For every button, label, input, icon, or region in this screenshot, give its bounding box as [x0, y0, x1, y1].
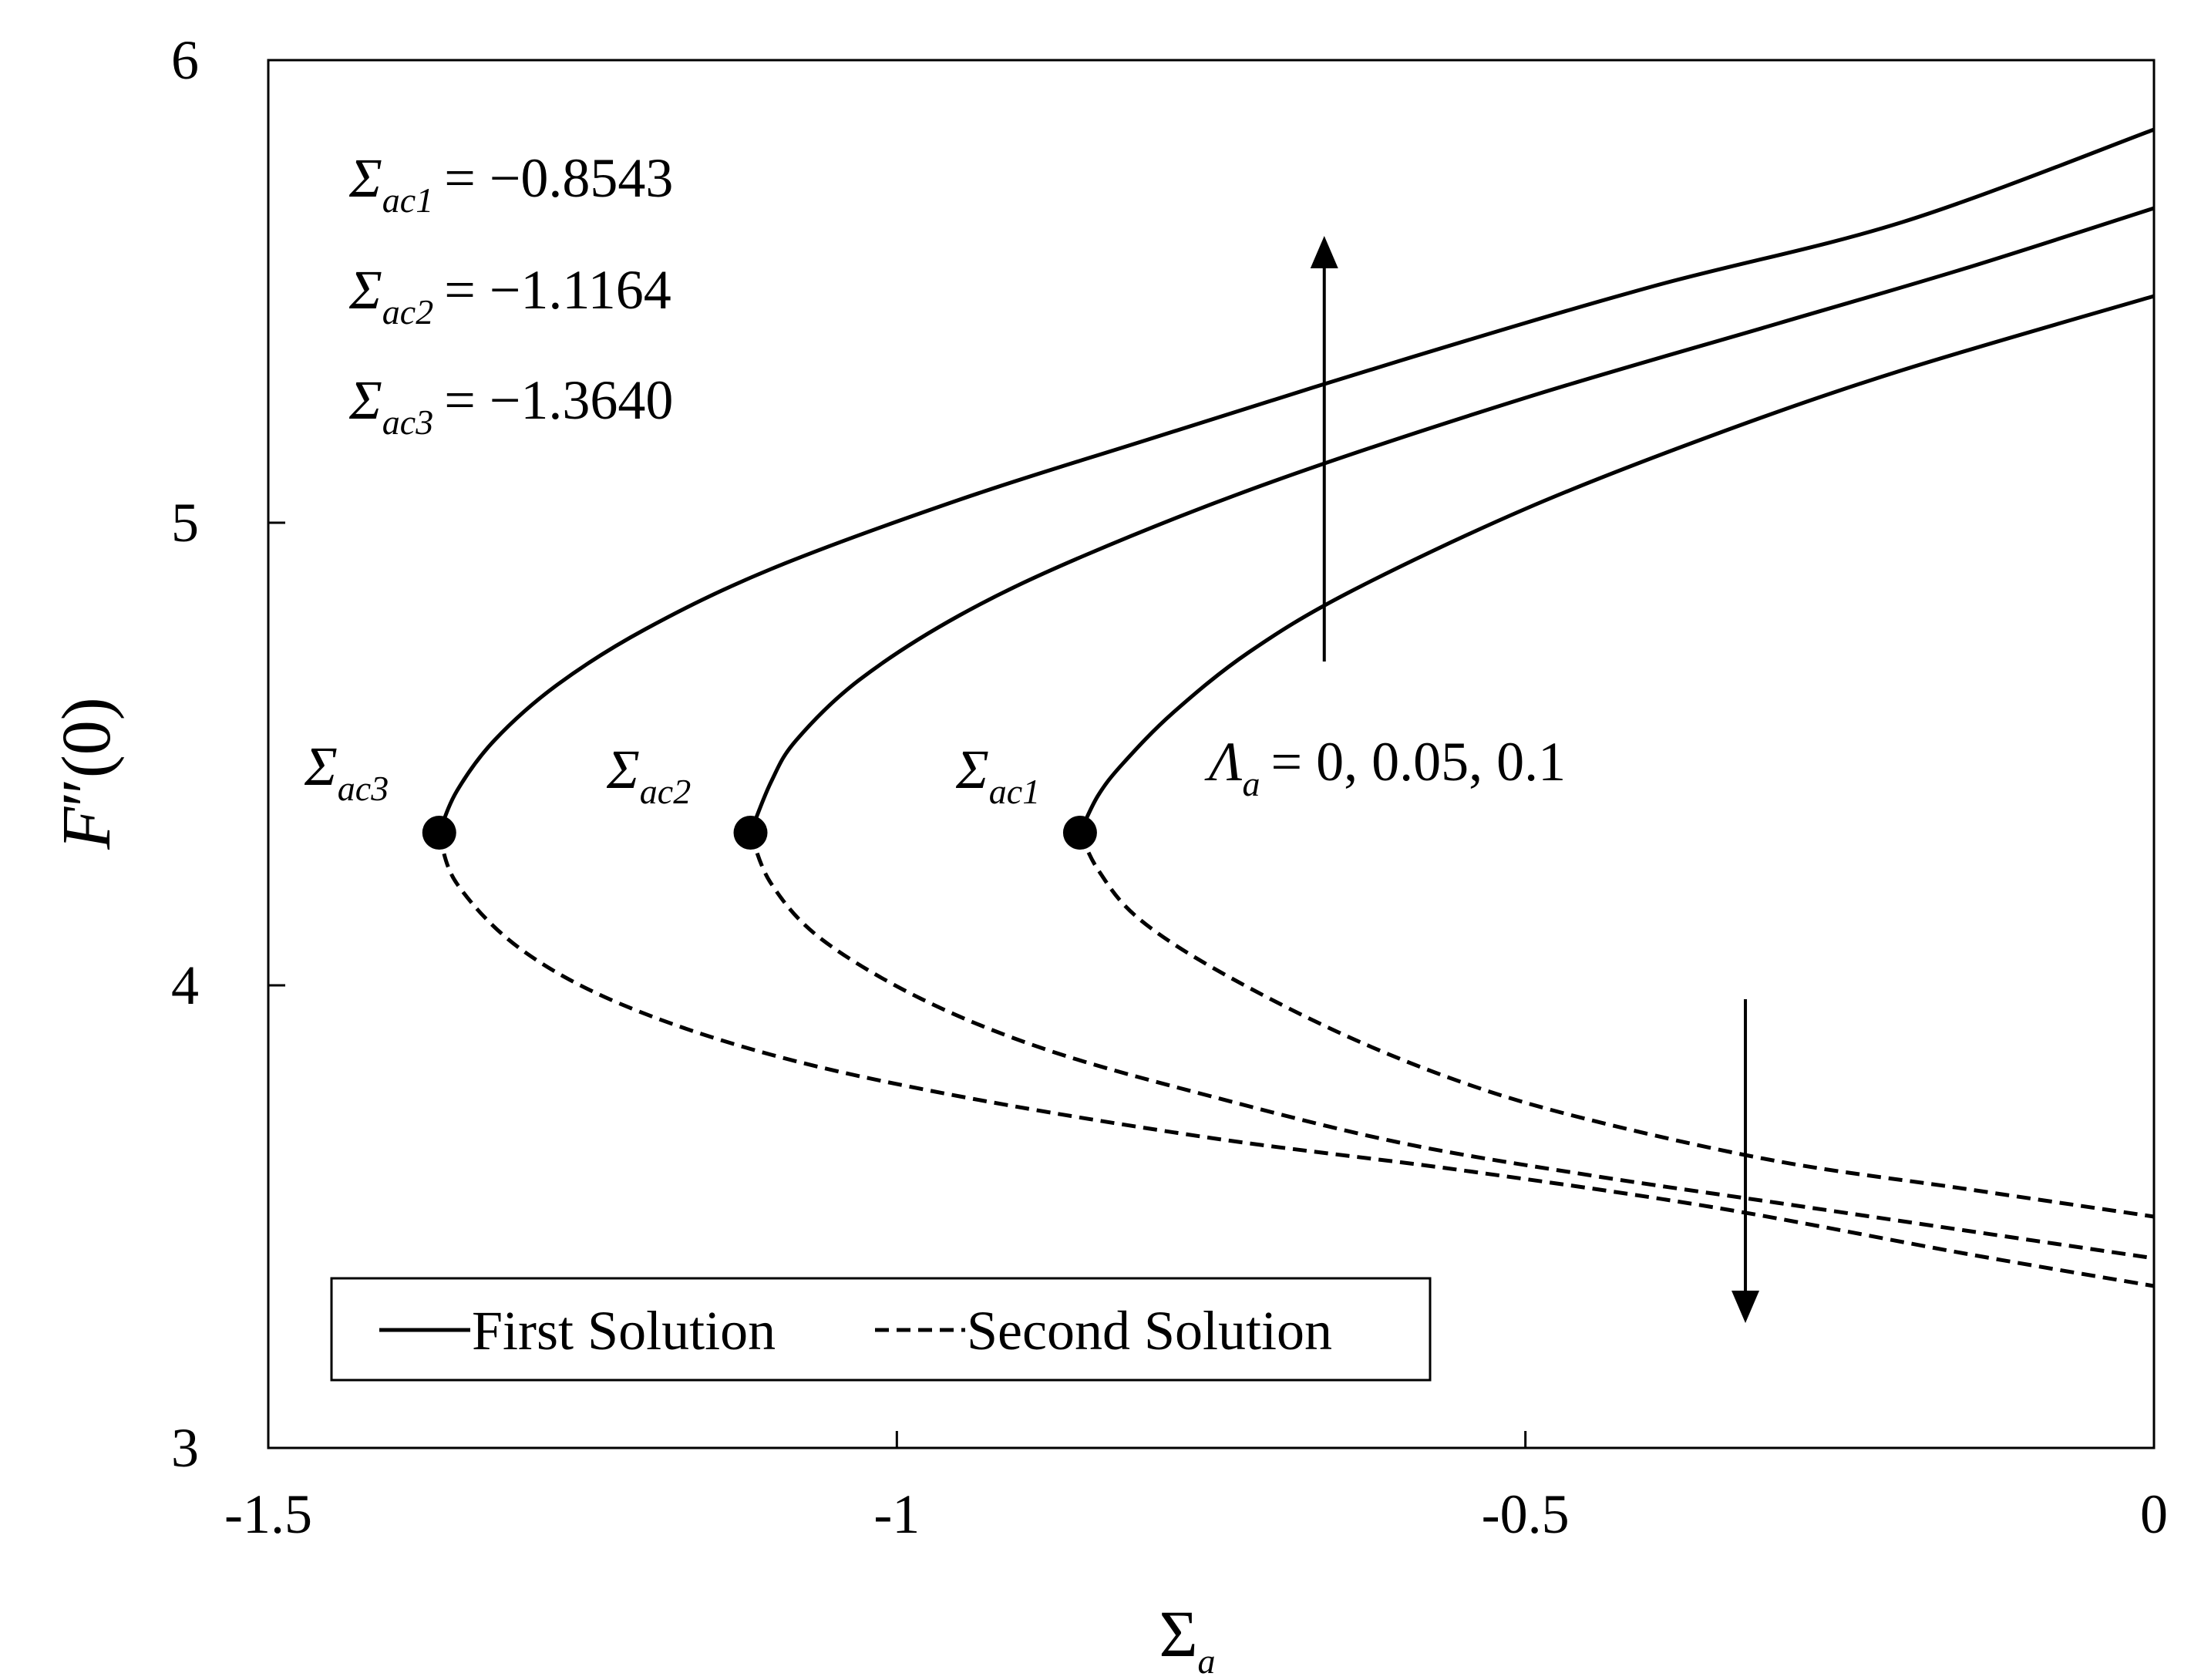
y-tick-label: 3	[171, 1417, 199, 1479]
tick-labels: -1.5 -1 -0.5 0 3 4 5 6	[171, 29, 2168, 1545]
critical-point-marker	[733, 816, 768, 850]
x-axis-label: Σa	[1159, 1597, 1215, 1680]
critical-point-label: Σac2	[606, 739, 691, 811]
y-tick-label: 6	[171, 29, 199, 91]
y-tick-label: 4	[171, 954, 199, 1016]
critical-points	[422, 816, 1097, 850]
first-solution-curve	[437, 127, 2155, 833]
annotations: Σac1 Σac2 Σac3 Σac1 = −0.8543 Σac2 = −1.1164 Σa…	[304, 147, 1566, 811]
second-solution-curve	[1078, 831, 2155, 1219]
x-tick-label: -1	[873, 1483, 920, 1545]
x-tick-label: -1.5	[224, 1483, 312, 1545]
y-axis-label: F″(0)	[49, 697, 125, 850]
second-solution-curve	[749, 832, 2155, 1261]
arrow-head	[1310, 236, 1338, 268]
y-tick-label: 5	[171, 492, 199, 554]
critical-value-text: Σac2 = −1.1164	[348, 259, 671, 332]
legend-label-first: First Solution	[472, 1300, 776, 1362]
legend: First Solution Second Solution	[330, 1277, 1432, 1382]
trend-arrows	[1310, 236, 1760, 1323]
first-solution-curve	[1078, 294, 2155, 834]
x-tick-label: -0.5	[1482, 1483, 1570, 1545]
critical-point-label: Σac1	[955, 739, 1040, 811]
critical-point-label: Σac3	[304, 736, 389, 808]
series-lines	[437, 127, 2155, 1288]
critical-value-text: Σac1 = −0.8543	[348, 147, 673, 220]
arrow-head	[1732, 1291, 1760, 1323]
plot-frame	[267, 59, 2156, 1449]
critical-point-marker	[1062, 816, 1097, 850]
x-tick-label: 0	[2140, 1483, 2168, 1545]
first-solution-curve	[749, 206, 2155, 833]
critical-value-text: Σac3 = −1.3640	[348, 369, 673, 442]
parameter-annotation: Λa = 0, 0.05, 0.1	[1204, 731, 1566, 803]
critical-point-marker	[422, 816, 456, 850]
second-solution-curve	[437, 832, 2155, 1288]
legend-label-second: Second Solution	[967, 1300, 1332, 1362]
axis-ticks	[267, 59, 2156, 1449]
